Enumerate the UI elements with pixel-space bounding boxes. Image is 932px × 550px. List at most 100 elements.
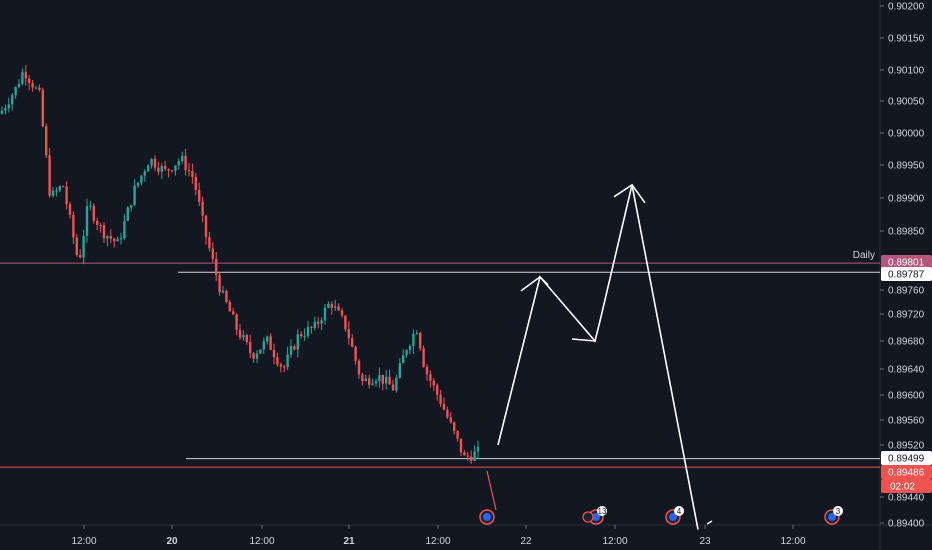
candle-body (174, 165, 177, 171)
event-markers[interactable]: 13 4 3 (479, 506, 843, 525)
candle-body (453, 422, 456, 431)
candle-body (198, 189, 201, 202)
candle-body (357, 360, 361, 375)
candle-body (208, 236, 211, 249)
x-tick-label: 12:00 (780, 536, 805, 547)
candle-body (266, 336, 269, 342)
arrow-head (520, 275, 549, 292)
candle-body (378, 374, 381, 382)
candle-body (320, 320, 323, 324)
candle-body (218, 275, 221, 293)
candle-body (221, 290, 225, 293)
projection-drawing[interactable] (497, 183, 713, 530)
candle-body (89, 205, 92, 207)
price-tag (881, 451, 932, 465)
candle-body (153, 158, 157, 168)
candle-body (85, 206, 89, 236)
candle-body (381, 374, 384, 384)
candle-body (293, 346, 296, 350)
event-flag-icon[interactable] (582, 511, 594, 523)
event-flag-icon[interactable]: 4 (665, 506, 684, 525)
y-tick-label: 0.90200 (888, 2, 925, 13)
projection-path[interactable] (497, 184, 699, 530)
candle-body (283, 366, 286, 368)
candle-body (215, 258, 218, 276)
candle-body (476, 446, 480, 452)
candle-body (157, 167, 160, 172)
y-tick-label: 0.90050 (888, 97, 925, 108)
candle-body (133, 185, 136, 205)
candle-body (347, 329, 350, 339)
candle-body (113, 238, 116, 242)
candle-body (303, 335, 306, 337)
candle-body (92, 205, 95, 221)
candle-body (7, 104, 10, 108)
candle-body (21, 72, 24, 84)
candle-body (368, 378, 371, 385)
projection-tail (706, 520, 713, 525)
candle-body (351, 338, 354, 347)
x-tick-label: 22 (520, 536, 532, 547)
candle-body (470, 456, 473, 461)
x-tick-label: 12:00 (602, 536, 627, 547)
candle-body (58, 186, 61, 191)
candle-body (395, 377, 398, 391)
candle-body (310, 326, 313, 328)
candle-body (75, 237, 78, 255)
event-flag-icon[interactable]: 13 (588, 506, 607, 525)
candle-body (191, 171, 194, 177)
price-tag-label: 0.89787 (888, 270, 925, 281)
candle-body (388, 376, 391, 385)
candle-body (269, 336, 272, 350)
candle-body (119, 238, 123, 240)
candle-body (323, 307, 327, 321)
event-flag-icon[interactable]: 3 (824, 506, 843, 525)
candle-body (272, 349, 276, 358)
candle-body (364, 378, 367, 382)
event-flag-icon[interactable] (479, 509, 495, 525)
candle-body (374, 381, 378, 384)
candle-body (106, 235, 109, 239)
price-tag-label: 0.89486 (888, 468, 925, 479)
horizontal-lines[interactable]: Daily (0, 250, 880, 468)
candle-body (167, 168, 170, 171)
flag-inner (828, 513, 836, 521)
candle-body (463, 452, 466, 456)
candle-body (422, 348, 425, 367)
price-tag (881, 479, 932, 493)
candle-body (412, 333, 415, 347)
candle-body (41, 89, 44, 127)
candle-body (31, 83, 34, 88)
candle-body (99, 224, 102, 226)
candle-body (204, 215, 208, 237)
candle-body (235, 314, 238, 330)
candle-body (330, 304, 333, 308)
candle-body (14, 87, 17, 96)
candle-body (442, 403, 446, 410)
x-tick-label: 21 (343, 536, 355, 547)
arrow-head (613, 183, 646, 204)
candle-body (4, 107, 7, 111)
plot-background (0, 0, 880, 525)
candle-body (456, 430, 459, 439)
candle-body (184, 155, 187, 171)
candle-body (459, 438, 463, 453)
time-axis[interactable]: 12:00 20 12:00 21 12:00 22 12:00 23 12:00 (71, 525, 806, 547)
candle-body (136, 182, 140, 186)
candle-body (201, 201, 204, 216)
flag-inner (483, 513, 491, 521)
candle-body (24, 72, 27, 79)
candle-body (177, 161, 180, 166)
candle-body (48, 155, 51, 196)
candle-body (446, 409, 449, 418)
candle-body (164, 165, 167, 169)
candle-body (402, 355, 405, 364)
line-label: Daily (853, 250, 875, 261)
candle-body (255, 353, 259, 359)
candle-body (327, 304, 330, 308)
candlestick-series (0, 65, 497, 511)
price-axis[interactable]: 0.90200 0.90150 0.90100 0.90050 0.90000 0.899… (880, 2, 925, 530)
candle-body (181, 155, 184, 162)
